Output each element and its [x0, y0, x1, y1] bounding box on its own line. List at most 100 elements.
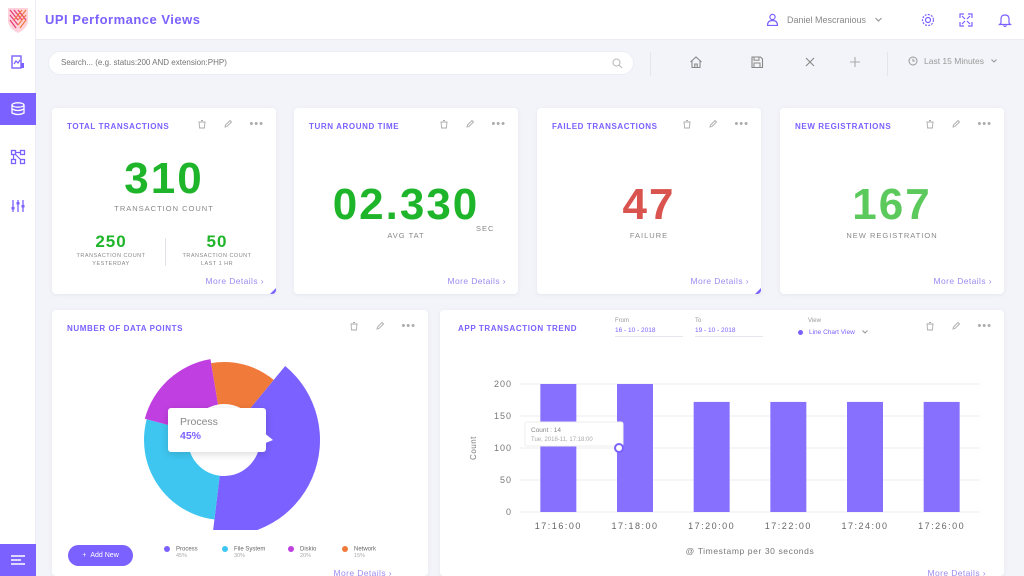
last-hour-label-1: TRANSACTION COUNT	[182, 253, 252, 259]
edit-icon[interactable]	[375, 321, 385, 331]
x-axis-label: @ Timestamp per 30 seconds	[686, 546, 815, 556]
bar-chart: 0 50 100 150 200 Count 17:16:00 17:18:00 17:20:0…	[469, 379, 980, 556]
more-options-icon[interactable]: •••	[977, 320, 992, 332]
add-new-label: Add New	[90, 552, 119, 559]
tooltip-label: Process	[180, 416, 218, 428]
yesterday-stat: 250 TRANSACTION COUNT YESTERDAY	[56, 232, 166, 268]
search-icon[interactable]	[612, 58, 623, 69]
more-options-icon[interactable]: •••	[249, 118, 264, 130]
card-total-transactions: TOTAL TRANSACTIONS ••• 310 TRANSACTION C…	[52, 108, 276, 294]
delete-icon[interactable]	[349, 321, 359, 331]
more-details-link[interactable]: More Details ›	[447, 276, 506, 286]
sidebar-item-database[interactable]	[0, 93, 36, 125]
legend-swatch	[342, 546, 348, 552]
card-title: APP TRANSACTION TREND	[458, 324, 578, 333]
user-menu[interactable]: Daniel Mescranious	[766, 13, 883, 26]
sidebar-item-reports[interactable]	[0, 46, 36, 78]
notification-bell-icon[interactable]	[997, 12, 1013, 28]
edit-icon[interactable]	[465, 119, 475, 129]
add-icon[interactable]	[848, 55, 862, 69]
edit-icon[interactable]	[223, 119, 233, 129]
card-title: TURN AROUND TIME	[309, 122, 400, 131]
app-title: UPI Performance Views	[45, 12, 201, 27]
edit-icon[interactable]	[951, 321, 961, 331]
sidebar-item-workflow[interactable]	[0, 141, 36, 173]
divider	[887, 52, 888, 76]
yesterday-value: 250	[95, 232, 127, 251]
edit-icon[interactable]	[951, 119, 961, 129]
close-icon[interactable]	[803, 55, 817, 69]
more-options-icon[interactable]: •••	[491, 118, 506, 130]
chevron-down-icon	[875, 17, 882, 22]
more-details-link[interactable]: More Details ›	[933, 276, 992, 286]
donut-slice-network[interactable]	[211, 362, 274, 413]
card-title: FAILED TRANSACTIONS	[552, 122, 658, 131]
legend-swatch	[288, 546, 294, 552]
to-date-filter[interactable]: To 19 - 10 - 2018	[695, 318, 763, 337]
edit-icon[interactable]	[708, 119, 718, 129]
y-tick-label: 150	[494, 411, 512, 421]
more-options-icon[interactable]: •••	[401, 320, 416, 332]
hover-point	[614, 443, 624, 453]
from-value: 16 - 10 - 2018	[615, 327, 683, 337]
legend-label: Diskio	[300, 546, 317, 553]
legend-label: Process	[176, 546, 198, 553]
view-value-row: Line Chart View	[798, 328, 892, 336]
delete-icon[interactable]	[439, 119, 449, 129]
card-failed-transactions: FAILED TRANSACTIONS ••• 47 FAILURE More …	[537, 108, 761, 294]
legend-pct: 30%	[234, 552, 246, 559]
delete-icon[interactable]	[197, 119, 207, 129]
settings-gear-icon[interactable]	[920, 12, 936, 28]
more-details-link[interactable]: More Details ›	[205, 276, 264, 286]
time-range-picker[interactable]: Last 15 Minutes	[908, 56, 998, 66]
card-title: NUMBER OF DATA POINTS	[67, 324, 184, 333]
failed-value: 47	[622, 180, 676, 229]
report-icon	[11, 55, 24, 69]
legend-pct: 45%	[176, 552, 188, 559]
bar-17:16:00[interactable]	[540, 384, 577, 512]
donut-slice-file-system[interactable]	[143, 419, 220, 520]
more-options-icon[interactable]: •••	[977, 118, 992, 130]
x-tick-label: 17:26:00	[918, 521, 965, 531]
more-options-icon[interactable]: •••	[734, 118, 749, 130]
clock-icon	[908, 56, 918, 66]
donut-tooltip: Process 45%	[168, 408, 273, 452]
chart-tooltip	[524, 421, 624, 447]
legend-item-network: Network 15%	[342, 546, 376, 559]
view-dot	[798, 329, 803, 335]
more-details-link[interactable]: More Details ›	[927, 568, 986, 576]
save-icon[interactable]	[750, 55, 764, 69]
legend-item-process: Process 45%	[164, 546, 198, 559]
chart-tooltip-time: Tue, 2018-11, 17:18:00	[531, 437, 593, 443]
fullscreen-icon[interactable]	[958, 12, 974, 28]
divider	[165, 238, 166, 266]
more-details-link[interactable]: More Details ›	[333, 568, 392, 576]
failure-caption: FAILURE	[629, 231, 669, 240]
chevron-down-icon	[861, 330, 868, 334]
home-icon[interactable]	[689, 55, 703, 69]
add-new-button[interactable]: + Add New	[68, 545, 133, 566]
card-data-points: NUMBER OF DATA POINTS ••• Process 45% + …	[52, 310, 428, 576]
from-date-filter[interactable]: From 16 - 10 - 2018	[615, 318, 683, 337]
sidebar-menu-toggle[interactable]	[0, 544, 36, 576]
more-details-link[interactable]: More Details ›	[690, 276, 749, 286]
bar-17:20:00[interactable]	[693, 401, 730, 512]
card-actions: •••	[197, 118, 264, 130]
sidebar-item-settings[interactable]	[0, 190, 36, 222]
search-input[interactable]	[61, 58, 601, 67]
unit-label: SEC	[476, 224, 495, 233]
search-bar	[48, 51, 634, 75]
divider	[650, 52, 651, 76]
bar-17:22:00[interactable]	[770, 401, 807, 512]
card-actions: •••	[925, 118, 992, 130]
bar-17:26:00[interactable]	[923, 401, 960, 512]
delete-icon[interactable]	[682, 119, 692, 129]
view-select[interactable]: View Line Chart View	[798, 318, 892, 336]
card-corner-accent	[270, 288, 276, 294]
donut-slice-process[interactable]	[213, 366, 320, 530]
database-icon	[11, 102, 25, 116]
bar-17:24:00[interactable]	[847, 401, 883, 512]
legend-swatch	[164, 546, 170, 552]
delete-icon[interactable]	[925, 321, 935, 331]
delete-icon[interactable]	[925, 119, 935, 129]
